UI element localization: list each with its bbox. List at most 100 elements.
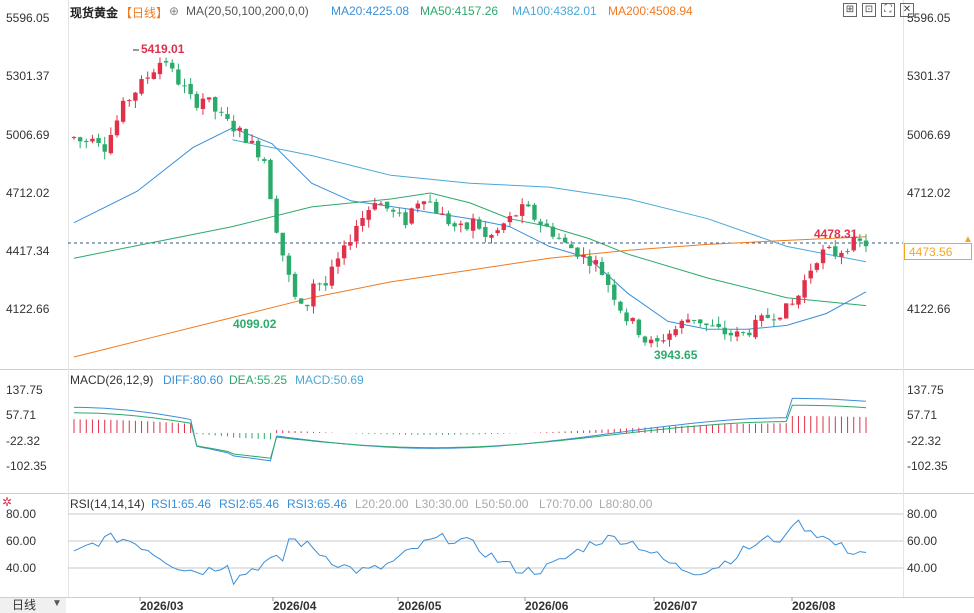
candle-body [771, 319, 777, 321]
price-tick-label: 5006.69 [907, 128, 951, 142]
candle-body [225, 114, 230, 119]
candle-body [182, 85, 187, 87]
ma50-line [73, 192, 867, 307]
candle-body [108, 134, 114, 154]
price-tick-label: 5301.37 [6, 69, 50, 83]
macd-tick-label: 57.71 [6, 408, 36, 422]
candle-body [102, 144, 107, 152]
candle-body [213, 97, 218, 112]
candle-body [384, 201, 390, 209]
macd-tick-label: 57.71 [907, 408, 937, 422]
candle-body [133, 92, 138, 101]
candle-body [648, 339, 654, 344]
fullscreen-icon[interactable]: ⛶ [881, 3, 895, 17]
candle-body [550, 226, 556, 237]
rsi-settings-icon[interactable]: ✲ [2, 495, 13, 509]
candle-body [409, 208, 414, 224]
rsi-label: RSI(14,14,14) [70, 497, 145, 511]
macd-tick-label: -22.32 [6, 434, 40, 448]
candle-body [845, 251, 850, 253]
rsi-tick-label: 40.00 [6, 561, 36, 575]
candle-body [329, 266, 335, 286]
candle-body [562, 237, 568, 243]
candle-body [612, 284, 617, 300]
price-tick-label: 4712.02 [6, 186, 50, 200]
candle-body [820, 249, 826, 264]
candle-body [145, 77, 150, 79]
price-tick-label: 5301.37 [907, 69, 951, 83]
time-axis: 2026/03 2026/04 2026/05 2026/06 2026/07 2026/… [139, 597, 836, 613]
candle-body [808, 270, 813, 279]
candle-body [335, 258, 341, 267]
last-price-box: 4473.56 [904, 243, 972, 260]
price-tick-label: 4712.02 [907, 186, 951, 200]
candle-body [219, 111, 224, 113]
candle-body [802, 280, 807, 298]
candle-body [206, 97, 212, 100]
rsi-l30: L30:30.00 [415, 497, 469, 511]
candle-body [630, 317, 635, 322]
ma20-line [73, 127, 867, 330]
rsi-l50: L50:50.00 [475, 497, 529, 511]
macd-dif-value: DIFF:80.60 [163, 373, 224, 387]
zoom-icon[interactable]: ⊞ [843, 3, 857, 17]
rsi1-value: RSI1:65.46 [151, 497, 212, 511]
ma-indicator-label[interactable]: MA(20,50,100,200,0,0) [186, 4, 309, 18]
candle-body [691, 319, 697, 321]
macd-axis: 137.75 137.75 57.71 57.71 -22.32 -22.32 -102.3… [6, 383, 948, 473]
low-annotation-june: 3943.65 [654, 348, 698, 362]
candle-body [679, 320, 685, 329]
ma20-value: MA20:4225.08 [331, 4, 410, 18]
settings-icon[interactable]: ⊕ [169, 4, 180, 18]
macd-tick-label: 137.75 [907, 383, 944, 397]
ma100-line [232, 139, 867, 263]
candle-body [96, 138, 101, 143]
candle-body [519, 204, 525, 216]
candle-body [673, 329, 678, 336]
close-icon[interactable]: ✕ [900, 3, 914, 17]
rsi-l70: L70:70.00 [539, 497, 593, 511]
timeframe-selector[interactable]: 日线 [0, 598, 66, 613]
candle-body [747, 332, 752, 336]
candle-body [458, 223, 463, 225]
candle-body [249, 140, 255, 143]
candle-body [274, 198, 279, 233]
time-tick-label: 2026/05 [398, 599, 442, 613]
rsi-tick-label: 60.00 [6, 534, 36, 548]
candle-body [323, 283, 328, 286]
chevron-down-icon[interactable]: ▼ [52, 598, 62, 609]
candle-body [581, 254, 586, 258]
candle-body [354, 225, 359, 242]
rsi-line [73, 519, 867, 586]
ma200-value: MA200:4508.94 [608, 4, 693, 18]
candle-body [280, 232, 285, 256]
macd-dif-line [74, 397, 867, 462]
candle-body [262, 159, 267, 161]
candle-body [421, 201, 427, 205]
candle-body [286, 255, 292, 275]
period-label[interactable]: 【日线】 [120, 6, 169, 20]
candle-body [194, 93, 199, 108]
candle-body [661, 340, 666, 342]
expand-icon[interactable]: ⊡ [862, 3, 876, 17]
candle-body [403, 212, 408, 226]
time-tick-label: 2026/07 [654, 599, 698, 613]
candle-body [366, 210, 371, 220]
rsi-tick-label: 40.00 [907, 561, 937, 575]
candle-body [777, 317, 783, 320]
candle-body [556, 237, 562, 239]
candle-body [151, 72, 157, 79]
candle-body [470, 218, 476, 231]
candle-body [599, 261, 605, 275]
price-axis-right: 5596.055301.375006.694712.024417.344122.… [907, 11, 951, 316]
macd-tick-label: -22.32 [907, 434, 941, 448]
ma50-value: MA50:4157.26 [420, 4, 499, 18]
candle-body [814, 263, 820, 270]
price-tick-label: 4417.34 [6, 244, 50, 258]
macd-dea-value: DEA:55.25 [229, 373, 288, 387]
candle-body [397, 212, 402, 214]
candle-body [710, 325, 715, 327]
candle-body [139, 79, 144, 94]
candle-body [532, 204, 537, 220]
